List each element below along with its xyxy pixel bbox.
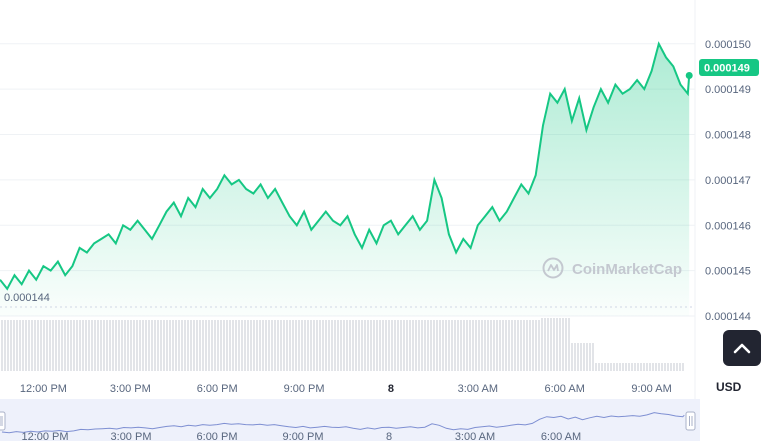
- watermark: CoinMarketCap: [542, 257, 682, 279]
- navigator-tick-label: 8: [386, 431, 392, 441]
- last-price-dot: [685, 72, 693, 80]
- y-tick-label: 0.000147: [705, 175, 751, 187]
- navigator-line: [1, 412, 685, 434]
- current-price-badge: 0.000149: [699, 59, 759, 76]
- x-axis-labels: 12:00 PM 3:00 PM 6:00 PM 9:00 PM 8 3:00 AM 6:0…: [20, 383, 672, 395]
- y-tick-label: 0.000145: [705, 266, 751, 278]
- navigator-left-handle[interactable]: [0, 411, 6, 431]
- currency-label: USD: [716, 380, 742, 394]
- y-tick-label: 0.000148: [705, 130, 751, 142]
- current-price-value: 0.000149: [704, 63, 750, 75]
- price-area-fill: [0, 43, 690, 317]
- x-tick-label: 12:00 PM: [20, 383, 67, 395]
- y-tick-label: 0.000150: [705, 39, 751, 51]
- chevron-up-icon: [733, 343, 751, 354]
- y-tick-label: 0.000144: [705, 311, 751, 323]
- range-navigator[interactable]: 12:00 PM 3:00 PM 6:00 PM 9:00 PM 8 3:00 AM 6:0…: [0, 399, 700, 441]
- volume-bars: [1, 318, 684, 371]
- y-tick-label: 0.000146: [705, 220, 751, 232]
- y-axis-labels: 0.000150 0.000149 0.000148 0.000147 0.000146…: [705, 39, 751, 323]
- price-line: [0, 41, 691, 291]
- navigator-tick-label: 3:00 AM: [455, 431, 495, 441]
- navigator-tick-label: 12:00 PM: [21, 431, 68, 441]
- watermark-text: CoinMarketCap: [572, 261, 682, 278]
- navigator-labels: 12:00 PM 3:00 PM 6:00 PM 9:00 PM 8 3:00 AM 6:0…: [21, 431, 581, 441]
- navigator-right-handle[interactable]: [685, 411, 696, 431]
- x-tick-label: 6:00 AM: [545, 383, 585, 395]
- x-tick-label: 3:00 AM: [458, 383, 498, 395]
- navigator-tick-label: 3:00 PM: [111, 431, 152, 441]
- x-tick-label: 8: [388, 383, 394, 395]
- x-tick-label: 9:00 PM: [284, 383, 325, 395]
- navigator-tick-label: 9:00 PM: [283, 431, 324, 441]
- x-tick-label: 6:00 PM: [197, 383, 238, 395]
- scroll-to-top-button[interactable]: [723, 330, 761, 366]
- navigator-tick-label: 6:00 AM: [541, 431, 581, 441]
- x-tick-label: 9:00 AM: [631, 383, 671, 395]
- reference-price-label: 0.000144: [4, 292, 50, 304]
- navigator-tick-label: 6:00 PM: [197, 431, 238, 441]
- x-tick-label: 3:00 PM: [110, 383, 151, 395]
- y-tick-label: 0.000149: [705, 84, 751, 96]
- coinmarketcap-logo-icon: [542, 257, 564, 279]
